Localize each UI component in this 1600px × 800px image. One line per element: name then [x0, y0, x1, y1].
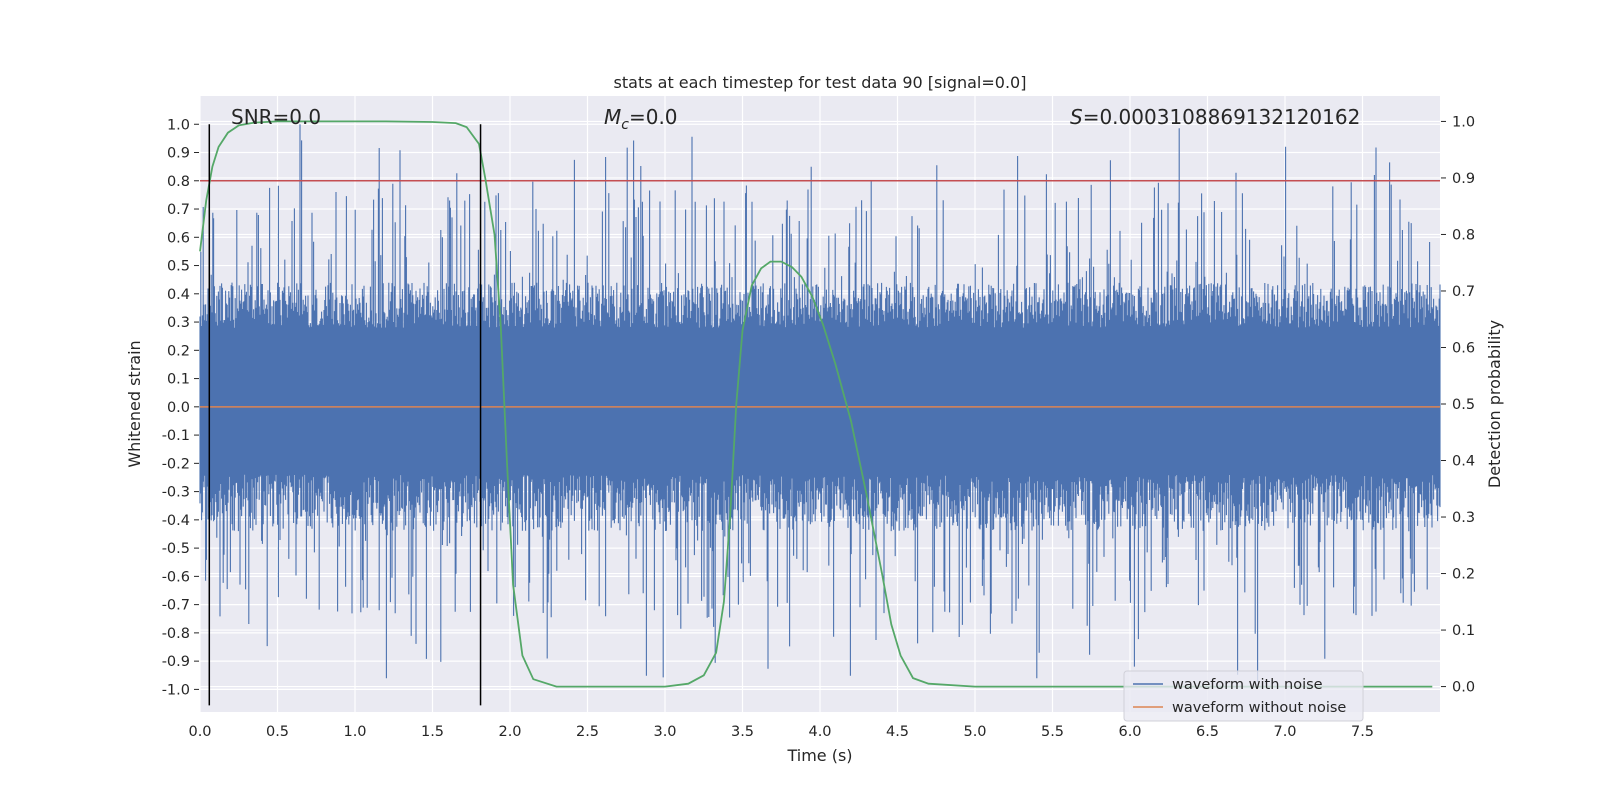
- x-tick-label: 5.5: [1041, 724, 1064, 740]
- y2-tick-label: 0.2: [1452, 567, 1475, 583]
- y-tick-label: -0.4: [162, 513, 190, 529]
- legend-label-noise: waveform with noise: [1172, 677, 1323, 693]
- y2-tick-label: 0.7: [1452, 284, 1475, 300]
- y-tick-label: -0.9: [162, 654, 190, 670]
- y-tick-label: -0.6: [162, 569, 190, 585]
- y2-tick-label: 0.1: [1452, 623, 1475, 639]
- series-waveform-with-noise: [199, 124, 1441, 682]
- y-tick-label: -0.5: [162, 541, 190, 557]
- x-axis-label: Time (s): [786, 746, 852, 765]
- legend-label-clean: waveform without noise: [1172, 700, 1346, 716]
- y-tick-label: 0.9: [167, 146, 190, 162]
- y-tick-label: 1.0: [167, 117, 190, 133]
- y2-axis-label: Detection probability: [1485, 320, 1504, 488]
- y-tick-label: -0.2: [162, 456, 190, 472]
- significance-value: =0.0003108869132120162: [1083, 105, 1361, 129]
- vertical-markers: [208, 124, 482, 706]
- y-tick-label: -0.1: [162, 428, 190, 444]
- y2-tick-label: 0.4: [1452, 454, 1475, 470]
- x-tick-label: 6.0: [1118, 724, 1141, 740]
- x-tick-label: 1.5: [421, 724, 444, 740]
- y-tick-label: 0.5: [167, 259, 190, 275]
- x-tick-label: 4.5: [886, 724, 909, 740]
- y-tick-label: -0.7: [162, 598, 190, 614]
- x-tick-label: 0.0: [188, 724, 211, 740]
- chart-title: stats at each timestep for test data 90 …: [614, 73, 1027, 92]
- snr-annotation: SNR=0.0: [231, 105, 321, 129]
- y-tick-label: -0.8: [162, 626, 190, 642]
- x-tick-label: 2.0: [498, 724, 521, 740]
- y-tick-label: 0.0: [167, 400, 190, 416]
- legend: waveform with noise waveform without noi…: [1123, 670, 1364, 722]
- x-tick-label: 1.0: [343, 724, 366, 740]
- x-tick-label: 7.5: [1351, 724, 1374, 740]
- y-tick-label: -0.3: [162, 485, 190, 501]
- y-tick-label: 0.4: [167, 287, 190, 303]
- y2-tick-label: 0.9: [1452, 171, 1475, 187]
- x-tick-label: 4.0: [808, 724, 831, 740]
- y-tick-label: 0.2: [167, 343, 190, 359]
- x-tick-label: 2.5: [576, 724, 599, 740]
- x-axis-ticks: 0.0 0.5 1.0 1.5 2.0 2.5 3.0 3.5 4.0 4.5 5.0 5.5 6.0 6…: [188, 724, 1374, 740]
- y2-tick-label: 0.3: [1452, 510, 1475, 526]
- x-tick-label: 6.5: [1196, 724, 1219, 740]
- y2-tick-label: 0.5: [1452, 397, 1475, 413]
- y-axis-label: Whitened strain: [125, 340, 144, 467]
- chirp-mass-symbol: M: [604, 105, 621, 129]
- detection-probability-line: [199, 120, 1433, 688]
- y-tick-label: 0.1: [167, 372, 190, 388]
- x-tick-label: 7.0: [1273, 724, 1296, 740]
- chirp-mass-annotation: Mc=0.0: [604, 105, 678, 133]
- waveform-noise-band: [200, 344, 1440, 461]
- x-tick-label: 3.5: [731, 724, 754, 740]
- y2-axis-ticks: 1.0 0.9 0.8 0.7 0.6 0.5 0.4 0.3 0.2 0.1 0.0: [1441, 114, 1475, 696]
- y2-tick-label: 0.6: [1452, 340, 1475, 356]
- significance-symbol: S: [1070, 105, 1083, 129]
- x-tick-label: 0.5: [266, 724, 289, 740]
- y-axis-ticks: 1.0 0.9 0.8 0.7 0.6 0.5 0.4 0.3 0.2 0.1 0.0 -0.1 -0.…: [162, 117, 199, 698]
- y2-tick-label: 0.0: [1452, 680, 1475, 696]
- significance-annotation: S=0.0003108869132120162: [1070, 105, 1360, 129]
- series-lines: [199, 120, 1440, 688]
- y-tick-label: 0.8: [167, 174, 190, 190]
- y2-tick-label: 0.8: [1452, 227, 1475, 243]
- x-tick-label: 3.0: [653, 724, 676, 740]
- chirp-mass-subscript: c: [621, 117, 629, 133]
- y-tick-label: 0.3: [167, 315, 190, 331]
- chirp-mass-value: =0.0: [629, 105, 678, 129]
- x-tick-label: 5.0: [963, 724, 986, 740]
- y-tick-label: 0.6: [167, 230, 190, 246]
- y-tick-label: 0.7: [167, 202, 190, 218]
- y2-tick-label: 1.0: [1452, 114, 1475, 130]
- legend-box: [1123, 670, 1364, 722]
- y-tick-label: -1.0: [162, 682, 190, 698]
